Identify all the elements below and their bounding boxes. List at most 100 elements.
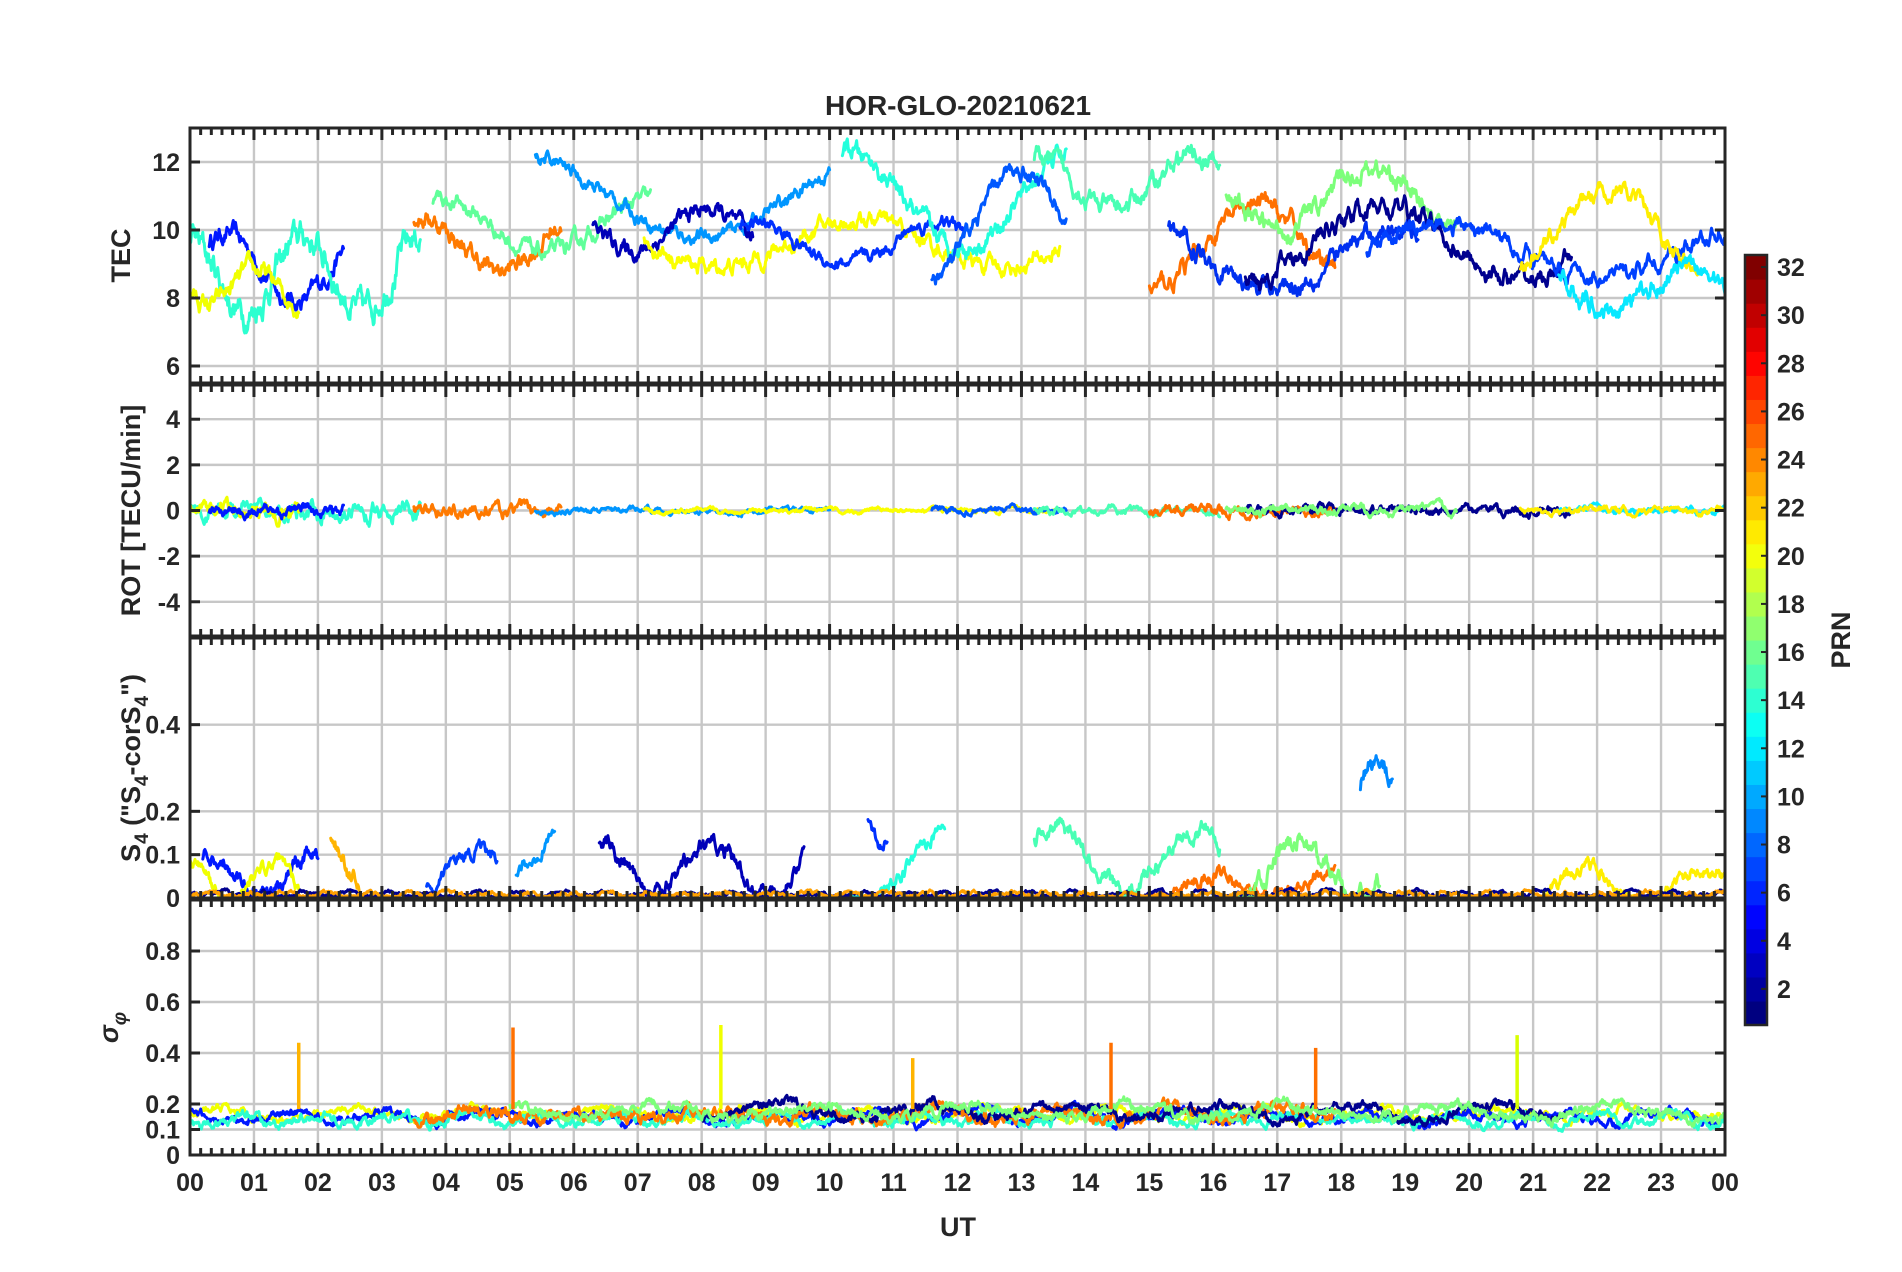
series-prn-10 — [1358, 754, 1394, 792]
x-tick-label: 15 — [1135, 1169, 1163, 1197]
series-prn-15 — [1032, 143, 1222, 214]
y-tick-label: 0.6 — [145, 989, 180, 1017]
series-prn-9 — [514, 828, 557, 878]
colorbar-label: PRN — [1826, 611, 1856, 668]
series-prn-2 — [597, 832, 806, 898]
colorbar-tick-label: 20 — [1777, 543, 1805, 571]
colorbar-step — [1745, 904, 1767, 930]
colorbar-step — [1745, 591, 1767, 617]
y-tick-label: 0.2 — [145, 1091, 180, 1119]
y-tick-label: 8 — [166, 285, 180, 313]
series-prn-24 — [1147, 502, 1337, 522]
y-tick-label: 0.2 — [145, 798, 180, 826]
colorbar-tick-label: 18 — [1777, 591, 1805, 619]
x-tick-label: 16 — [1199, 1169, 1227, 1197]
colorbar-tick-label: 4 — [1777, 928, 1791, 956]
colorbar-step — [1745, 664, 1767, 689]
colorbar-step — [1745, 736, 1767, 761]
y-tick-label: 12 — [152, 149, 180, 177]
colorbar-step — [1745, 495, 1767, 521]
colorbar-step — [1745, 351, 1767, 376]
series-prn-17 — [1224, 497, 1458, 520]
y-tick-label: 6 — [166, 353, 180, 381]
colorbar-step — [1745, 543, 1767, 569]
panel-rot: -4 -2 0 2 4 ROT [TECU/min] — [116, 383, 1727, 638]
x-tick-label: 01 — [240, 1169, 268, 1197]
colorbar-step — [1745, 688, 1767, 713]
y-tick-label: 0.1 — [145, 1117, 180, 1145]
x-tick-label: 00 — [1711, 1169, 1739, 1197]
colorbar-tick-label: 22 — [1777, 495, 1805, 523]
x-tick-label: 09 — [752, 1169, 780, 1197]
y-tick-label: -2 — [158, 543, 180, 571]
traces-tec — [190, 137, 1725, 335]
y-tick-label: -4 — [158, 589, 180, 617]
colorbar-step — [1745, 640, 1767, 665]
colorbar-step — [1745, 375, 1767, 400]
series-prn-5 — [738, 214, 966, 271]
y-axis-label: ROT [TECU/min] — [116, 405, 146, 616]
y-tick-label: 2 — [166, 452, 180, 480]
series-prn-2 — [591, 201, 755, 264]
series-prn-17 — [508, 1095, 1725, 1129]
colorbar-step — [1745, 615, 1767, 641]
colorbar-step — [1745, 808, 1767, 834]
colorbar-step — [1745, 303, 1767, 328]
colorbar-step — [1745, 519, 1767, 545]
series-prn-20 — [1518, 503, 1725, 519]
colorbar-tick-label: 12 — [1777, 735, 1805, 763]
traces-rot — [190, 495, 1725, 528]
y-tick-label: 0.8 — [145, 938, 180, 966]
x-tick-label: 13 — [1008, 1169, 1036, 1197]
colorbar-step — [1745, 952, 1767, 978]
colorbar-step — [1745, 255, 1767, 280]
colorbar-tick-label: 26 — [1777, 398, 1805, 426]
colorbar-step — [1745, 423, 1767, 449]
colorbar-tick-label: 24 — [1777, 447, 1805, 475]
y-axis-label: TEC — [106, 229, 136, 283]
series-prn-7 — [930, 502, 1068, 518]
series-prn-24 — [1147, 863, 1337, 898]
series-prn-17 — [1224, 159, 1458, 246]
series-prn-7 — [930, 163, 1068, 286]
colorbar-step — [1745, 471, 1767, 497]
series-prn-19 — [642, 209, 1062, 279]
colorbar-step — [1745, 567, 1767, 593]
x-tick-label: 12 — [944, 1169, 972, 1197]
series-prn-16 — [431, 185, 652, 261]
series-prn-6 — [425, 838, 499, 896]
x-tick-label: 22 — [1583, 1169, 1611, 1197]
x-tick-label: 00 — [176, 1169, 204, 1197]
x-tick-label: 18 — [1327, 1169, 1355, 1197]
y-tick-label: 4 — [166, 406, 180, 434]
x-tick-label: 14 — [1072, 1169, 1100, 1197]
series-prn-14 — [190, 218, 422, 335]
colorbar-tick-label: 8 — [1777, 832, 1791, 860]
y-tick-label: 0 — [166, 885, 180, 913]
colorbar-step — [1745, 856, 1767, 882]
traces-sigma_phi — [190, 1024, 1725, 1133]
series-prn-1 — [700, 1093, 1567, 1128]
y-tick-label: 0.1 — [145, 842, 180, 870]
panel-s4: 0 0.1 0.2 0.4S4 ("S4-corS4") — [116, 636, 1727, 913]
colorbar-frame — [1743, 253, 1769, 1027]
colorbar-tick-label: 16 — [1777, 639, 1805, 667]
x-tick-label: 19 — [1391, 1169, 1419, 1197]
y-tick-label: 0 — [166, 1142, 180, 1170]
colorbar-step — [1745, 712, 1767, 737]
colorbar-step — [1745, 279, 1767, 304]
colorbar-step — [1745, 784, 1767, 810]
series-prn-12 — [1557, 253, 1725, 320]
colorbar-tick-label: 2 — [1777, 976, 1791, 1004]
y-tick-label: 0 — [166, 498, 180, 526]
series-prn-20 — [190, 250, 301, 320]
x-tick-label: 04 — [432, 1169, 460, 1197]
x-tick-labels: 00 01 02 03 04 05 06 07 08 09 10 11 12 13 14 15 16 17 18 19… — [176, 1169, 1739, 1197]
series-prn-9 — [533, 149, 832, 246]
series-prn-5 — [866, 818, 889, 852]
colorbar-step — [1745, 447, 1767, 473]
x-tick-label: 08 — [688, 1169, 716, 1197]
colorbar-tick-label: 28 — [1777, 350, 1805, 378]
series-prn-6 — [1365, 215, 1725, 289]
